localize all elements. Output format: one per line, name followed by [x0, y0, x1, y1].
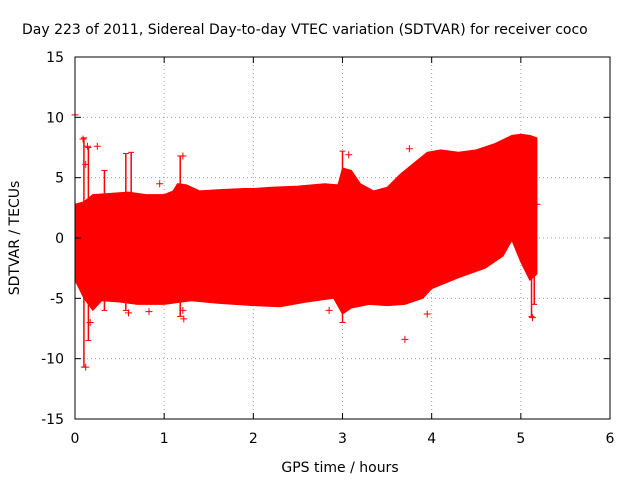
y-tick-label: -5	[50, 291, 64, 307]
outlier-points	[71, 111, 541, 371]
outlier-point-8	[145, 308, 153, 316]
outlier-point-10	[180, 315, 188, 323]
outlier-point-6	[86, 318, 94, 326]
spike-series	[80, 137, 538, 368]
y-tick-label: 15	[46, 50, 64, 66]
outlier-point-2	[82, 160, 90, 168]
x-tick-label: 2	[249, 431, 258, 447]
outlier-point-7	[125, 309, 132, 317]
axis-ticks: 0 1 2 3 4 5 6 -15 -10 -5 0 5 10 15	[41, 50, 614, 447]
outlier-point-15	[401, 335, 409, 343]
x-axis-title: GPS time / hours	[281, 460, 398, 476]
outlier-point-17	[423, 310, 431, 318]
outlier-point-11	[179, 152, 187, 160]
outlier-point-14	[345, 151, 353, 159]
y-tick-label: 0	[55, 231, 64, 247]
chart-title: Day 223 of 2011, Sidereal Day-to-day VTE…	[22, 22, 588, 38]
y-axis-title: SDTVAR / TECUs	[7, 181, 23, 296]
y-tick-label: 5	[55, 171, 64, 187]
outlier-point-19	[533, 200, 541, 208]
x-tick-label: 0	[71, 431, 80, 447]
outlier-point-1	[79, 135, 87, 143]
outlier-point-4	[93, 142, 101, 150]
outlier-point-3	[83, 142, 91, 150]
outlier-point-13	[325, 306, 333, 314]
x-tick-label: 1	[160, 431, 169, 447]
x-tick-label: 3	[338, 431, 347, 447]
x-tick-label: 6	[606, 431, 615, 447]
x-tick-label: 4	[427, 431, 436, 447]
outlier-point-12	[179, 306, 187, 314]
data-band	[74, 133, 538, 315]
outlier-point-5	[82, 363, 90, 371]
outlier-point-9	[156, 180, 164, 188]
outlier-point-16	[405, 145, 413, 153]
outlier-point-18	[528, 314, 536, 322]
y-tick-label: -10	[41, 352, 64, 368]
y-tick-label: 10	[46, 110, 64, 126]
plot-area	[71, 111, 541, 371]
x-tick-label: 5	[516, 431, 525, 447]
y-tick-label: -15	[41, 412, 64, 428]
